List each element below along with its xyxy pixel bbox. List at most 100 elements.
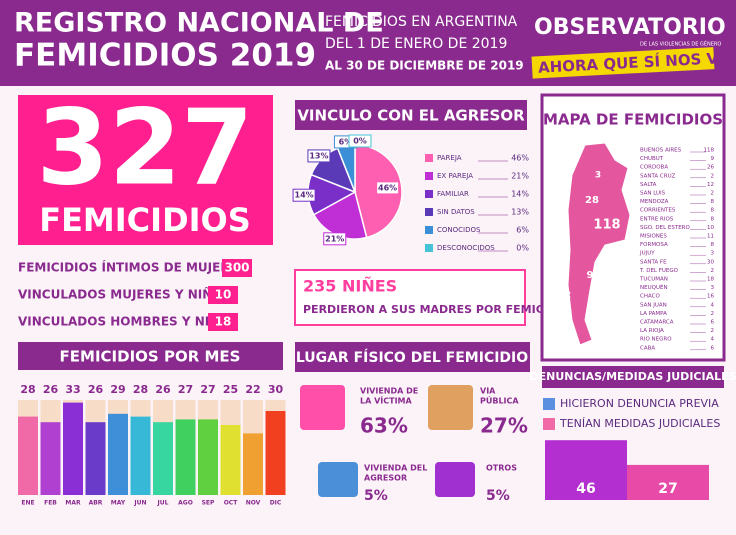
breakdown-value: 10 bbox=[215, 288, 232, 302]
bar bbox=[63, 402, 83, 495]
place-value: 5% bbox=[364, 488, 388, 504]
map-title: MAPA DE FEMICIDIOS bbox=[543, 111, 723, 129]
legend-swatch bbox=[425, 190, 433, 198]
month-label: ENE bbox=[21, 500, 34, 507]
bar bbox=[243, 433, 263, 495]
province-value: 4 bbox=[711, 337, 715, 343]
province-name: JUJUY bbox=[639, 251, 655, 257]
section-title: LUGAR FÍSICO DEL FEMICIDIO bbox=[296, 349, 528, 366]
breakdown-box bbox=[222, 259, 252, 277]
bar bbox=[153, 422, 173, 495]
bar bbox=[18, 416, 38, 495]
logo: OBSERVATORIO bbox=[534, 15, 726, 40]
bar bbox=[175, 419, 196, 495]
legend-label: SIN DATOS bbox=[437, 208, 475, 216]
place-label: OTROS bbox=[486, 464, 517, 473]
province-value: 10 bbox=[707, 225, 714, 231]
month-label: AGO bbox=[178, 500, 193, 507]
province-value: 9 bbox=[711, 156, 715, 162]
province-value: 12 bbox=[707, 182, 714, 188]
province-name: CATAMARCA bbox=[640, 320, 674, 326]
province-name: BUENOS AIRES bbox=[640, 148, 682, 154]
legend-swatch bbox=[425, 208, 433, 216]
place-label: VIA bbox=[480, 387, 496, 396]
legend-value: 21% bbox=[511, 172, 529, 181]
place-icon bbox=[300, 385, 345, 430]
total-label: FEMICIDIOS bbox=[39, 201, 251, 239]
province-name: SANTA FE bbox=[640, 259, 667, 265]
breakdown-label: VINCULADOS MUJERES Y NIÑAS bbox=[18, 287, 230, 302]
legend-swatch bbox=[425, 226, 433, 234]
pie-label: 0% bbox=[353, 137, 367, 146]
place-icon bbox=[435, 462, 475, 497]
province-name: SAN LUIS bbox=[640, 191, 666, 197]
bar-value: 27 bbox=[658, 481, 677, 497]
province-name: SANTA CRUZ bbox=[640, 173, 676, 179]
breakdown-label: FEMICIDIOS ÍNTIMOS DE MUJERES bbox=[18, 260, 246, 275]
province-value: 26 bbox=[707, 165, 714, 171]
legend-value: 13% bbox=[511, 208, 529, 217]
section-band bbox=[295, 100, 527, 130]
province-value: 6 bbox=[711, 345, 715, 351]
province-value: 16 bbox=[707, 294, 714, 300]
province-value: 3 bbox=[711, 285, 715, 291]
bar bbox=[108, 413, 128, 495]
province-value: 30 bbox=[707, 259, 714, 265]
map-label: 9 bbox=[587, 270, 594, 281]
ninos-text: PERDIERON A SUS MADRES POR FEMICIDIO bbox=[303, 303, 570, 316]
breakdown-value: 18 bbox=[215, 315, 232, 329]
legend-label: CONOCIDOS bbox=[437, 226, 481, 234]
bar-value: 27 bbox=[178, 383, 193, 396]
total-box bbox=[18, 95, 273, 245]
province-value: 18 bbox=[707, 277, 714, 283]
map-label: 2 bbox=[565, 291, 571, 301]
place-icon bbox=[318, 462, 358, 497]
legend-value: 46% bbox=[511, 154, 529, 163]
province-name: MISIONES bbox=[640, 234, 667, 240]
section-title: VINCULO CON EL AGRESOR bbox=[297, 107, 525, 125]
pie-label-box bbox=[348, 134, 372, 148]
place-value: 27% bbox=[480, 414, 528, 438]
ninos-count: 235 NIÑES bbox=[303, 277, 397, 296]
bar-value: 25 bbox=[223, 383, 238, 396]
legend-label: TENÍAN MEDIDAS JUDICIALES bbox=[559, 417, 720, 430]
province-name: MENDOZA bbox=[640, 199, 669, 205]
legend-swatch bbox=[543, 418, 555, 430]
bar-value: 30 bbox=[268, 383, 284, 396]
bar bbox=[198, 419, 218, 495]
pie-label: 46% bbox=[378, 183, 397, 192]
month-label: NOV bbox=[246, 500, 261, 507]
map-label: 28 bbox=[585, 195, 599, 206]
bar-value: 26 bbox=[88, 383, 104, 396]
province-name: LA RIOJA bbox=[640, 328, 664, 334]
bar bbox=[85, 422, 106, 495]
province-value: 8 bbox=[711, 208, 715, 214]
section-title: DENUNCIAS/MEDIDAS JUDICIALES bbox=[529, 370, 736, 383]
month-label: OCT bbox=[224, 500, 239, 507]
month-label: ABR bbox=[89, 500, 103, 507]
pie-label: 13% bbox=[309, 151, 328, 160]
section-band bbox=[542, 366, 724, 388]
bar-value: 33 bbox=[65, 383, 80, 396]
legend-label: EX PAREJA bbox=[437, 172, 473, 180]
legend-label: DESCONOCIDOS bbox=[437, 244, 495, 252]
section-band bbox=[18, 342, 283, 370]
bar bbox=[265, 411, 286, 495]
province-value: 2 bbox=[711, 173, 715, 179]
bar-value: 26 bbox=[43, 383, 59, 396]
province-value: 6 bbox=[711, 320, 715, 326]
province-value: 4 bbox=[711, 302, 715, 308]
province-value: 2 bbox=[711, 311, 715, 317]
legend-label: HICIERON DENUNCIA PREVIA bbox=[560, 397, 719, 410]
province-value: 3 bbox=[711, 251, 715, 257]
title: FEMICIDIOS 2019 bbox=[14, 38, 316, 74]
pie-label: 14% bbox=[295, 191, 314, 200]
pie-label: 6% bbox=[339, 137, 353, 146]
province-value: 8 bbox=[711, 216, 715, 222]
bar bbox=[40, 422, 61, 495]
province-value: 8 bbox=[711, 199, 715, 205]
map-label: 3 bbox=[595, 171, 601, 181]
breakdown-box bbox=[208, 286, 238, 304]
pie-label-box bbox=[292, 188, 316, 202]
bar bbox=[627, 464, 709, 500]
